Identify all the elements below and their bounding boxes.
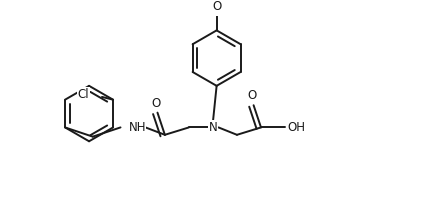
Text: O: O [212,0,221,13]
Text: O: O [247,90,256,103]
Text: O: O [151,97,160,110]
Text: NH: NH [129,121,146,134]
Text: OH: OH [287,121,305,134]
Text: N: N [209,121,217,134]
Text: Cl: Cl [78,88,89,101]
